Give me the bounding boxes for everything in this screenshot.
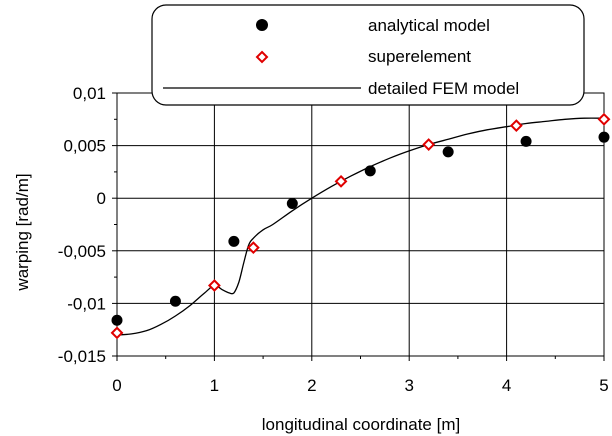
legend: analytical model superelement detailed F… — [151, 4, 585, 106]
x-tick-label: 3 — [404, 376, 413, 395]
x-tick-label: 5 — [599, 376, 608, 395]
legend-superelement-marker — [255, 50, 269, 64]
x-tick-label: 2 — [307, 376, 316, 395]
x-axis-title: longitudinal coordinate [m] — [262, 415, 460, 434]
superelement-point — [334, 174, 348, 188]
x-tick-labels: 0 1 2 3 4 5 — [112, 376, 608, 395]
analytical-point — [598, 131, 610, 143]
y-tick-label: 0,005 — [63, 137, 106, 156]
legend-fem-label: detailed FEM model — [368, 79, 519, 98]
analytical-point — [286, 197, 298, 209]
ticks — [112, 92, 605, 361]
superelement-point — [110, 326, 124, 340]
x-tick-label: 4 — [502, 376, 511, 395]
y-tick-label: 0 — [97, 189, 106, 208]
x-tick-label: 0 — [112, 376, 121, 395]
analytical-point — [228, 235, 240, 247]
y-tick-label: -0,015 — [58, 347, 106, 366]
superelement-point — [207, 279, 221, 292]
analytical-point — [111, 314, 123, 326]
x-tick-label: 1 — [210, 376, 219, 395]
superelement-point — [246, 241, 260, 255]
superelement-point — [422, 138, 436, 151]
y-axis-title: warping [rad/m] — [13, 173, 32, 291]
fem-curve — [116, 117, 605, 336]
y-tick-label: 0,01 — [73, 84, 106, 103]
legend-analytical-label: analytical model — [368, 16, 490, 35]
analytical-series — [111, 131, 610, 326]
y-tick-label: -0,01 — [67, 294, 106, 313]
superelement-point — [509, 119, 523, 133]
y-tick-label: -0,005 — [58, 242, 106, 261]
superelement-point — [597, 112, 611, 126]
plot-area-frame — [116, 92, 605, 357]
y-tick-labels: -0,015 -0,01 -0,005 0 0,005 0,01 — [58, 84, 106, 366]
superelement-series — [110, 112, 611, 340]
analytical-point — [364, 165, 376, 177]
analytical-point — [442, 146, 454, 158]
analytical-point — [520, 135, 532, 147]
grid — [117, 93, 604, 356]
legend-superelement-label: superelement — [368, 47, 471, 66]
fem-series — [116, 117, 605, 336]
analytical-point — [169, 295, 181, 307]
legend-analytical-marker — [256, 19, 268, 31]
